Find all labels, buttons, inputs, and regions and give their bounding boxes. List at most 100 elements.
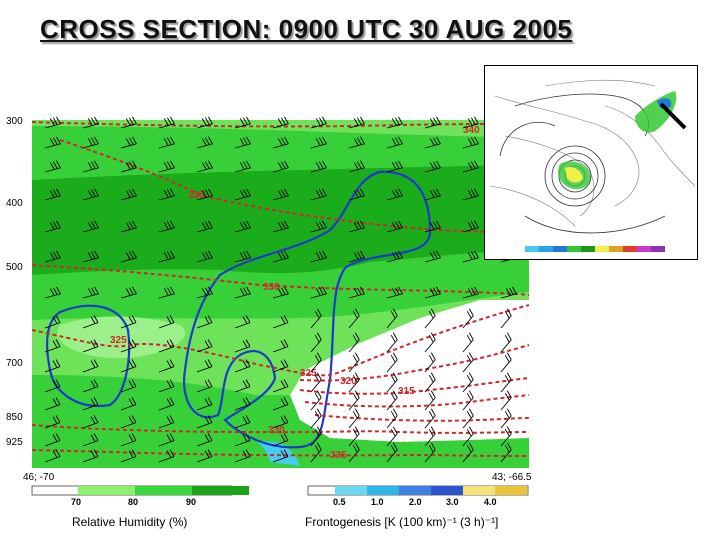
wind-barb [196,188,213,201]
wind-barb [158,339,175,353]
wind-barb [424,136,441,149]
chart-title: CROSS SECTION: 0900 UTC 30 AUG 2005 [40,14,573,44]
theta-label-335: 335 [188,190,205,201]
wind-barb [272,359,289,373]
rh-colorbar-label: Relative Humidity (%) [72,515,188,529]
wind-barb [158,415,175,429]
theta-labels: 340 335 330 325 325 320 315 330 335 [110,125,480,461]
wind-barb [272,250,289,263]
inset-colorbar-swatch [553,246,567,252]
wind-barb [462,408,474,429]
inset-colorbar-swatch [595,246,609,252]
wind-barb [158,433,175,447]
wind-barb [386,116,403,129]
wind-barb [310,426,322,447]
theta-label-325-left: 325 [110,335,127,346]
wind-barb [234,116,251,129]
wind-barb [310,116,327,129]
wind-barb [44,220,61,233]
wind-barb [44,379,61,393]
wind-barb [462,136,479,149]
wind-barb [386,160,403,173]
wind-barb [120,433,137,447]
rh-tick-80: 80 [128,497,139,507]
wind-barb [120,397,137,411]
wind-barb [272,188,289,201]
wind-barb [234,339,251,353]
wind-barb [120,359,137,373]
wind-barb [82,250,99,263]
wind-barb [82,286,99,299]
wind-barb [120,220,137,233]
wind-barb [158,315,175,329]
theta-315 [299,377,530,395]
wind-barb [44,116,61,129]
theta-335-low [31,449,530,457]
wind-barb [44,315,61,329]
wind-barb [424,390,436,411]
wind-barb [348,220,365,233]
wind-barb [272,379,289,393]
wind-barb [424,250,441,263]
wind-barb [44,359,61,373]
wind-barb [82,397,99,411]
wind-barb [462,372,474,393]
wind-barb [310,250,327,263]
wind-barb [462,390,474,411]
inset-map [484,65,698,260]
wind-barb [158,220,175,233]
wind-barb [234,379,251,393]
theta-label-330: 330 [263,282,280,293]
wind-barb [500,308,512,329]
wind-barb [424,188,441,201]
wind-barb [196,397,213,411]
wind-barb [500,352,512,373]
wind-barb [386,188,403,201]
wind-barb [348,390,360,411]
wind-barb [44,415,61,429]
wind-barb [234,188,251,201]
wind-barb [500,390,512,411]
theta-label-335-low: 335 [330,450,347,461]
wind-barb [44,188,61,201]
theta-inner-1 [304,394,530,408]
wind-barb [272,339,289,353]
wind-barb [272,116,289,129]
inset-colorbar-swatch [567,246,581,252]
wind-barb [196,433,213,447]
wind-barb [234,136,251,149]
wind-barb [196,250,213,263]
theta-label-340: 340 [463,125,480,136]
theta-320 [299,344,530,382]
wind-barb [44,286,61,299]
wind-barb [462,308,474,329]
pressure-label-850: 850 [6,412,23,423]
wind-barb [500,286,517,299]
wind-barb [120,286,137,299]
wind-barb [462,286,479,299]
rh-colorbar [31,485,249,496]
wind-barb [310,332,322,353]
wind-barb [82,160,99,173]
inset-colorbar-swatch [637,246,651,252]
wind-barb [500,442,512,463]
inset-colorbar-swatch [651,246,665,252]
wind-barb [310,390,322,411]
wind-barb [272,433,289,447]
wind-barb [44,397,61,411]
wind-barb [120,339,137,353]
theta-inner-2 [314,414,530,422]
wind-barb [462,160,479,173]
pressure-label-700: 700 [6,358,23,369]
wind-barb [386,390,398,411]
wind-barb [272,315,289,329]
wind-barb [196,415,213,429]
wind-barb [82,116,99,129]
wind-barb [310,408,322,429]
wind-barb [348,426,360,447]
wind-barb [120,136,137,149]
wind-barb [348,188,365,201]
wind-barb [158,250,175,263]
wind-barb [424,426,436,447]
wind-barb [272,449,289,463]
